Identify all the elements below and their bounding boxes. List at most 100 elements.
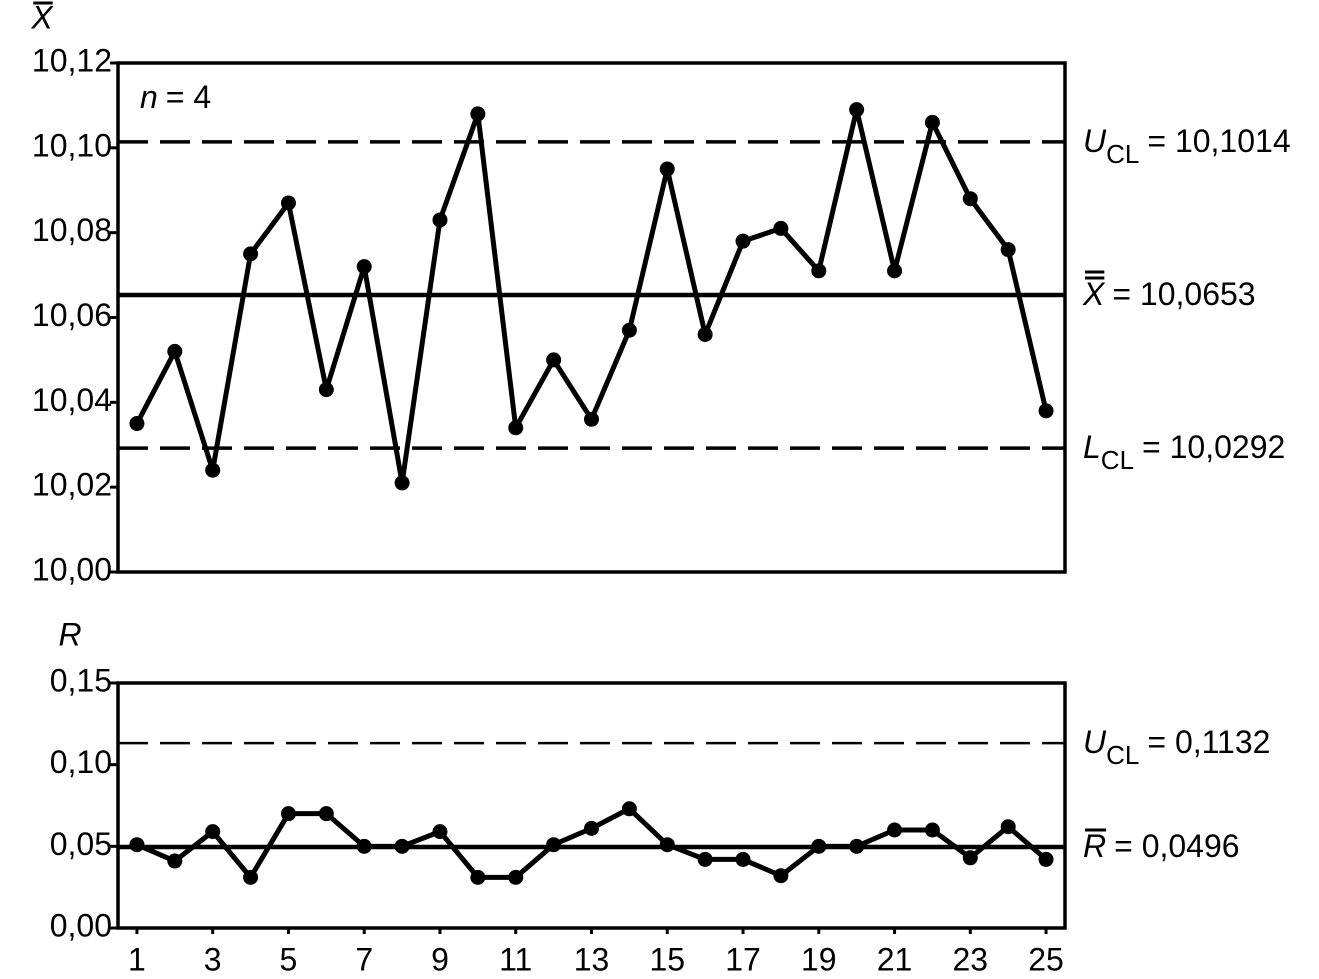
data-point [129, 837, 145, 853]
data-point [811, 263, 827, 279]
y-tick-label: 0,10 [50, 744, 112, 780]
data-point [887, 263, 903, 279]
y-tick-label: 10,02 [32, 467, 112, 503]
data-point [508, 869, 524, 885]
data-point [129, 416, 145, 432]
x-tick-label: 11 [499, 941, 532, 977]
data-point [1000, 819, 1016, 835]
data-point [546, 352, 562, 368]
reference-value: = 0,0496 [1114, 828, 1239, 864]
data-point [849, 838, 865, 854]
x-tick-label: 25 [1028, 941, 1064, 977]
data-point [924, 114, 940, 130]
reference-label: X = 10,0653 [1082, 276, 1256, 312]
y-tick-label: 0,05 [50, 826, 112, 862]
data-point [962, 191, 978, 207]
data-point [508, 420, 524, 436]
data-point [356, 259, 372, 275]
x-tick-label: 7 [355, 941, 373, 977]
x-tick-label: 21 [877, 941, 913, 977]
x-tick-label: 5 [280, 941, 298, 977]
x-tick-label: 1 [128, 941, 146, 977]
y-tick-label: 10,06 [32, 297, 112, 333]
reference-subscript: CL [1106, 740, 1139, 770]
data-line [135, 806, 1048, 880]
data-point [546, 837, 562, 853]
plot-frame [116, 61, 1067, 574]
reference-subscript: CL [1101, 445, 1134, 475]
data-point [697, 326, 713, 342]
data-point [621, 801, 637, 817]
reference-label: UCL = 10,1014 [1083, 123, 1291, 168]
reference-symbol: U [1083, 123, 1107, 159]
reference-value: = 0,1132 [1147, 725, 1270, 761]
data-point [962, 850, 978, 866]
reference-symbol: L [1083, 430, 1101, 466]
y-tick-label: 0,15 [50, 662, 112, 698]
data-point [659, 161, 675, 177]
data-point [205, 462, 221, 478]
data-point [470, 106, 486, 122]
y-tick-label: 10,08 [32, 212, 112, 248]
reference-label: UCL = 0,1132 [1083, 725, 1270, 770]
data-point [1038, 403, 1054, 419]
data-point [280, 195, 296, 211]
data-point [318, 382, 334, 398]
reference-subscript: CL [1106, 139, 1139, 169]
data-point [356, 838, 372, 854]
reference-symbol: R [1083, 828, 1106, 864]
y-tick-label: 0,00 [50, 907, 112, 943]
data-point [205, 824, 221, 840]
data-point [924, 822, 940, 838]
x-tick-label: 19 [801, 941, 837, 977]
data-point [849, 102, 865, 118]
y-tick-label: 10,04 [32, 382, 112, 418]
annotation: n = 4 [140, 79, 211, 115]
data-point [318, 806, 334, 822]
data-point [584, 820, 599, 836]
data-point [887, 822, 903, 838]
data-point [735, 851, 751, 867]
data-point [394, 475, 410, 491]
y-tick-label: 10,00 [32, 551, 112, 587]
data-point [243, 869, 259, 885]
data-point [432, 824, 448, 840]
data-point [432, 212, 448, 228]
reference-value: = 10,1014 [1147, 123, 1290, 159]
data-point [1000, 242, 1016, 258]
reference-value: = 10,0653 [1112, 276, 1255, 312]
reference-symbol: U [1083, 725, 1107, 761]
x-tick-label: 13 [574, 941, 610, 977]
data-point [243, 246, 259, 262]
data-point [735, 233, 751, 249]
plot-frame [116, 681, 1067, 930]
data-point [470, 869, 486, 885]
data-point [659, 837, 675, 853]
data-point [280, 806, 296, 822]
reference-value: = 10,0292 [1142, 430, 1285, 466]
x-tick-label: 15 [649, 941, 685, 977]
x-tick-label: 23 [953, 941, 989, 977]
annotation-text: = 4 [166, 79, 211, 115]
data-point [697, 851, 713, 867]
y-axis-label: R [58, 616, 81, 652]
data-point [773, 868, 789, 884]
data-point [621, 322, 637, 338]
data-point [773, 220, 789, 236]
data-point [394, 838, 410, 854]
data-point [584, 411, 599, 427]
y-tick-label: 10,12 [32, 42, 112, 78]
data-point [167, 343, 183, 359]
y-axis-label: X [30, 0, 54, 35]
reference-symbol: X [1082, 276, 1106, 312]
x-tick-label: 3 [204, 941, 222, 977]
data-point [1038, 851, 1054, 867]
x-tick-label: 9 [431, 941, 449, 977]
x-tick-label: 17 [725, 941, 761, 977]
y-tick-label: 10,10 [32, 127, 112, 163]
data-point [811, 838, 827, 854]
data-point [167, 853, 183, 869]
annotation-symbol: n [140, 79, 158, 115]
reference-label: LCL = 10,0292 [1083, 430, 1285, 475]
